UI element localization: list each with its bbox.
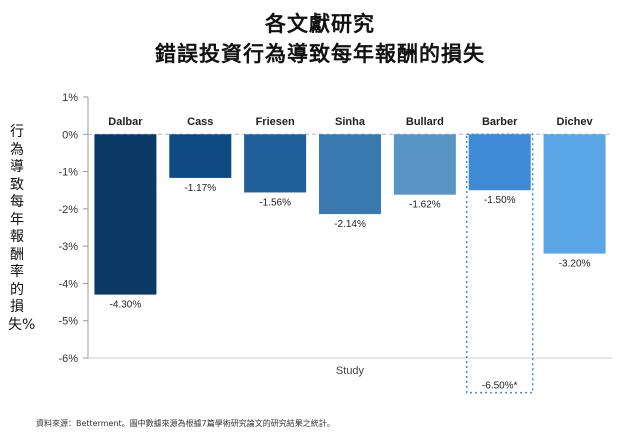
bar-bullard bbox=[393, 134, 456, 195]
value-label-barber: -1.50% bbox=[484, 195, 516, 206]
chart-labels: -6.50%* Dalbar -4.30% Cass -1.17% Friesen -1.5… bbox=[108, 116, 593, 392]
category-label-bullard: Bullard bbox=[406, 116, 444, 128]
y-axis-label: 行為導致每年報酬率的損失% bbox=[8, 124, 36, 333]
bar-sinha bbox=[319, 134, 381, 215]
chart-title-line1: 各文獻研究 bbox=[265, 12, 375, 36]
category-label-dichev: Dichev bbox=[557, 116, 594, 128]
category-label-barber: Barber bbox=[482, 116, 518, 128]
chart-title-line2: 錯誤投資行為導致每年報酬的損失 bbox=[155, 42, 485, 66]
category-label-sinha: Sinha bbox=[335, 116, 366, 128]
bar-dichev bbox=[543, 134, 606, 254]
value-label-dichev: -3.20% bbox=[559, 259, 591, 270]
x-axis-title: Study bbox=[336, 365, 365, 377]
value-label-friesen: -1.56% bbox=[259, 197, 291, 208]
source-footnote: 資料來源：Betterment。圖中數據來源為根據7篇學術研究論文的研究結果之統… bbox=[36, 419, 335, 428]
y-tick-label: -6% bbox=[58, 353, 78, 365]
value-label-cass: -1.17% bbox=[184, 183, 216, 194]
y-tick-label: 1% bbox=[62, 92, 78, 104]
bar-barber bbox=[468, 134, 531, 191]
value-label-bullard: -1.62% bbox=[409, 200, 441, 211]
bar-friesen bbox=[244, 134, 307, 193]
value-label-dalbar: -4.30% bbox=[110, 300, 142, 311]
barber-range-outline bbox=[465, 133, 534, 394]
y-tick-label: 0% bbox=[62, 129, 78, 141]
bar-dalbar bbox=[94, 134, 157, 295]
y-tick-label: -1% bbox=[58, 167, 78, 179]
y-tick-label: -5% bbox=[58, 316, 78, 328]
chart-bars bbox=[94, 133, 606, 394]
value-label-sinha: -2.14% bbox=[334, 219, 366, 230]
y-tick-label: -3% bbox=[58, 241, 78, 253]
bar-cass bbox=[169, 134, 232, 178]
category-label-cass: Cass bbox=[187, 116, 213, 128]
category-label-dalbar: Dalbar bbox=[108, 116, 143, 128]
barber-range-label: -6.50%* bbox=[482, 381, 518, 392]
category-label-friesen: Friesen bbox=[256, 116, 295, 128]
y-tick-label: -2% bbox=[58, 204, 78, 216]
y-tick-label: -4% bbox=[58, 278, 78, 290]
